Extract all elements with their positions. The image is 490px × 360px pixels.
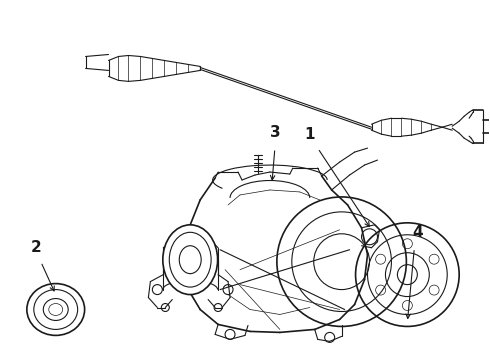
Text: 3: 3 (270, 125, 280, 140)
Text: 2: 2 (30, 240, 41, 255)
Text: 1: 1 (304, 127, 315, 142)
Text: 4: 4 (412, 225, 423, 240)
Ellipse shape (163, 225, 218, 294)
